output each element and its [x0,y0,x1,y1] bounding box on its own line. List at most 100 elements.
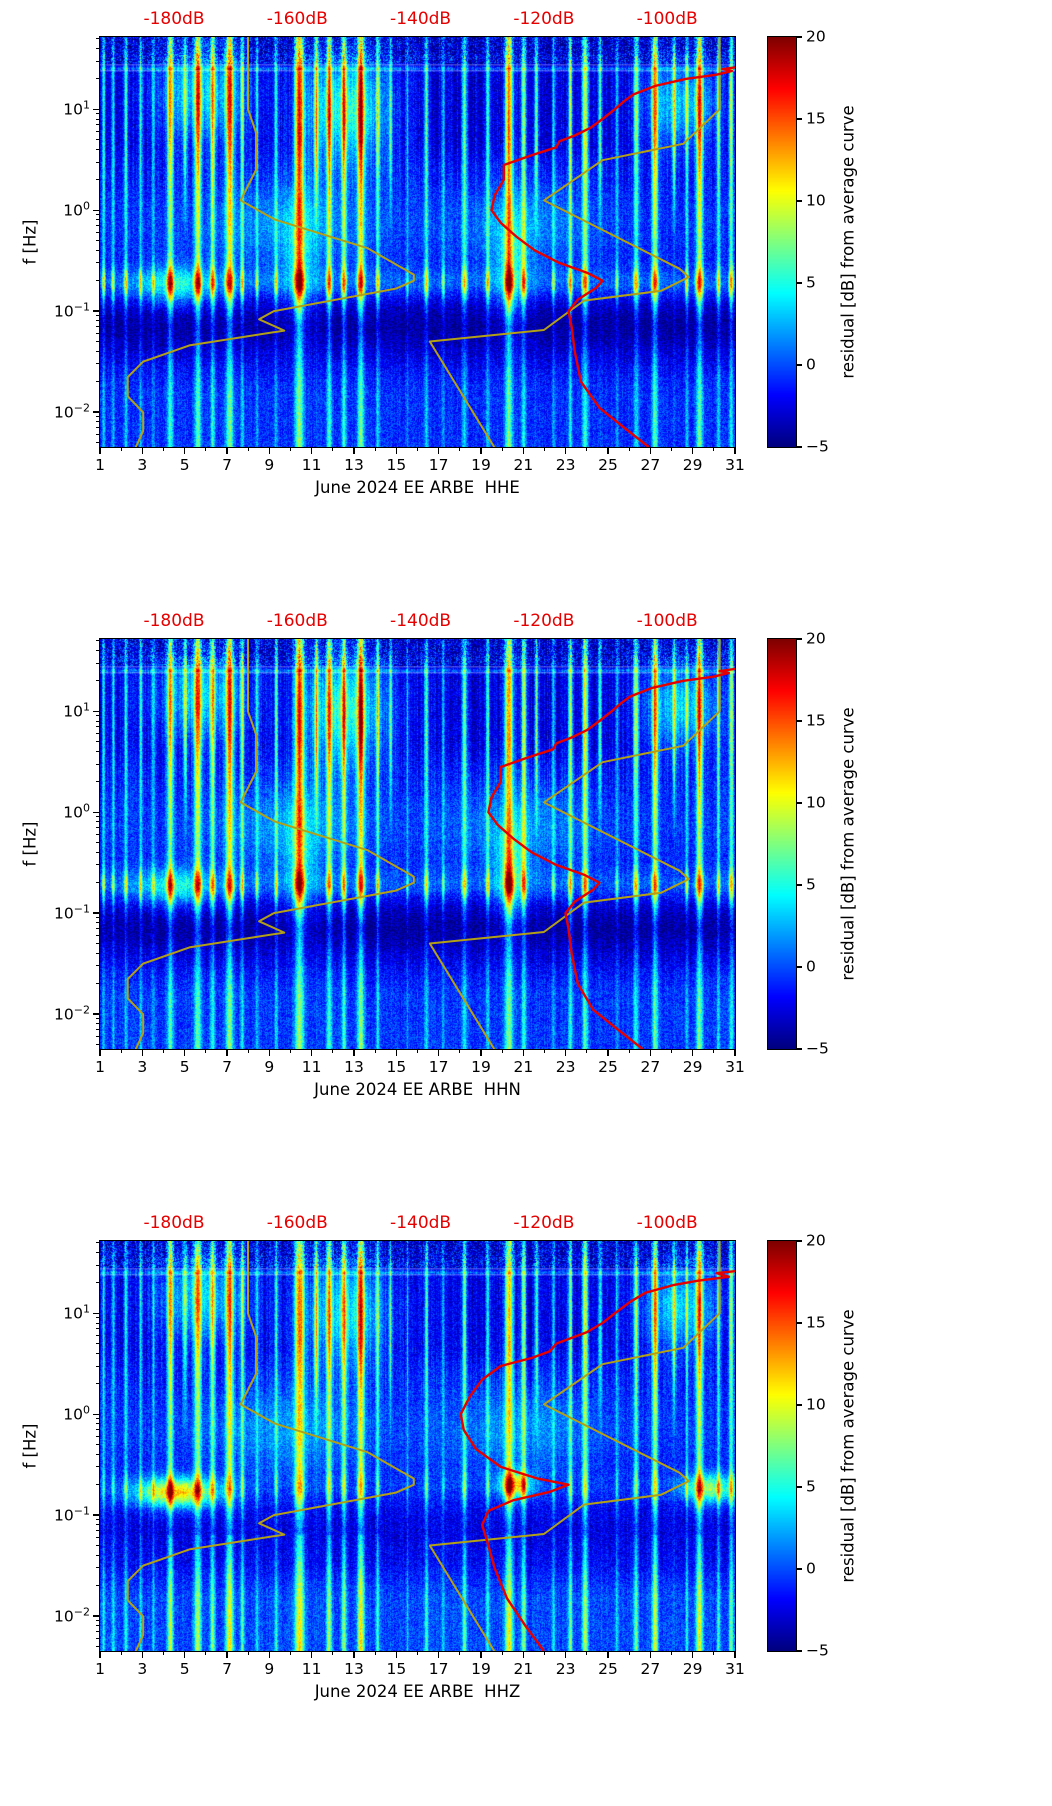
colorbar-tick [797,1650,802,1652]
y-minor-tick [95,1554,99,1556]
x-tick [141,1652,143,1658]
colorbar-label: residual [dB] from average curve [838,105,858,379]
x-tick [565,1652,567,1658]
y-minor-tick [95,1335,99,1337]
y-minor-tick [95,1436,99,1438]
colorbar-frame [766,637,797,1050]
colorbar-tick-label: −5 [806,1641,829,1660]
y-minor-tick [95,280,99,282]
colorbar-tick-label: 20 [806,629,826,648]
x-minor-tick [628,448,630,451]
colorbar [768,639,796,1049]
colorbar-tick-label: −5 [806,1039,829,1058]
x-tick [184,1652,186,1658]
x-minor-tick [417,448,418,451]
y-minor-tick [95,225,99,227]
y-minor-tick [95,381,99,383]
y-minor-tick [95,928,99,930]
colorbar [768,1241,796,1651]
colorbar-tick-label: 10 [806,1395,826,1414]
colorbar-tick [797,1048,802,1050]
colorbar-tick-label: −5 [806,437,829,456]
colorbar-tick [797,282,802,284]
y-minor-tick [95,942,99,944]
colorbar-tick [797,720,802,722]
x-tick-label: 9 [264,1058,275,1076]
y-minor-tick [95,139,99,141]
x-tick [184,1050,186,1056]
top-axis-tick-label: -180dB [143,1213,205,1233]
y-minor-tick [95,350,99,352]
y-tick-label: 101 [63,1302,90,1323]
x-tick [438,448,440,454]
x-tick [480,1652,482,1658]
y-minor-tick [95,1423,99,1425]
y-tick [93,310,99,312]
y-minor-tick [95,315,99,317]
colorbar-tick [797,1486,802,1488]
x-minor-tick [120,1050,122,1053]
top-axis-tick-label: -160dB [266,9,328,29]
top-axis-tick-label: -160dB [266,611,328,631]
x-tick [99,1050,101,1056]
y-tick-label: 10−1 [54,1504,90,1525]
x-tick [353,1050,355,1056]
x-tick [268,1652,270,1658]
x-tick [268,1050,270,1056]
colorbar [768,37,796,447]
x-tick [226,1050,228,1056]
x-tick-label: 11 [301,1660,322,1678]
y-tick [93,1013,99,1015]
y-minor-tick [95,1352,99,1354]
y-minor-tick [95,917,99,919]
y-minor-tick [95,1544,99,1546]
y-minor-tick [95,864,99,866]
y-minor-tick [95,179,99,181]
y-minor-tick [95,1317,99,1319]
y-tick [93,710,99,712]
x-tick-label: 29 [682,1058,703,1076]
y-tick [93,1413,99,1415]
y-minor-tick [95,1429,99,1431]
y-tick-label: 100 [63,801,90,822]
x-tick-label: 9 [264,1660,275,1678]
y-minor-tick [95,214,99,216]
y-tick-label: 100 [63,1403,90,1424]
y-minor-tick [95,124,99,126]
y-tick-label: 10−2 [54,401,90,422]
y-minor-tick [95,1418,99,1420]
y-tick-label: 10−1 [54,902,90,923]
x-tick-label: 29 [682,1660,703,1678]
y-tick-label: 101 [63,700,90,721]
x-minor-tick [417,1652,418,1655]
colorbar-tick-label: 20 [806,1231,826,1250]
x-tick [692,448,694,454]
x-tick-label: 31 [725,1058,745,1076]
x-minor-tick [713,1050,715,1053]
y-minor-tick [95,1365,99,1367]
x-minor-tick [713,448,715,451]
y-minor-tick [95,1637,99,1639]
x-tick-label: 13 [344,456,364,474]
y-minor-tick [95,1645,99,1647]
x-minor-tick [205,1652,207,1655]
x-tick-label: 17 [428,456,449,474]
y-minor-tick [95,249,99,251]
y-minor-tick [95,1264,99,1266]
panel-HHZ: -180dB -160dB -140dB -120dB -100dB 1 3 5 7 9 11 13 1… [0,1204,1052,1806]
x-tick [692,1652,694,1658]
colorbar-tick [797,364,802,366]
spectrogram-canvas [100,37,735,447]
x-minor-tick [163,1652,164,1655]
colorbar-tick-label: 0 [806,1559,816,1578]
x-minor-tick [501,1652,503,1655]
y-minor-tick [95,934,99,936]
y-minor-tick [95,1631,99,1633]
spectrogram-canvas [100,1241,735,1651]
y-minor-tick [95,60,99,62]
x-tick-label: 1 [95,456,105,474]
y-minor-tick [95,1383,99,1385]
x-tick [480,448,482,454]
y-tick-label: 10−2 [54,1605,90,1626]
plot-frame [98,1239,736,1652]
